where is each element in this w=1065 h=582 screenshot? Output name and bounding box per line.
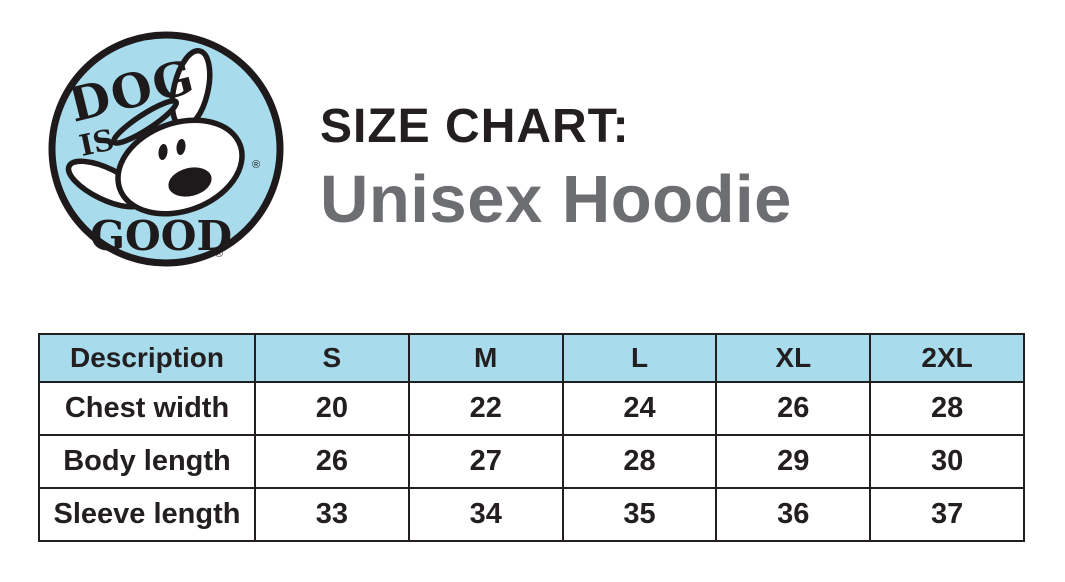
dog-head <box>115 117 245 217</box>
cell-value: 37 <box>869 487 1025 542</box>
cell-value: 22 <box>407 381 564 436</box>
cell-value: 28 <box>869 381 1025 436</box>
cell-value: 30 <box>869 434 1025 489</box>
size-table-header-row: Description S M L XL 2XL <box>38 333 1025 383</box>
page-subtitle: Unisex Hoodie <box>320 162 792 238</box>
cell-value: 35 <box>561 487 718 542</box>
cell-value: 34 <box>407 487 564 542</box>
page-title: SIZE CHART: <box>320 100 630 153</box>
cell-value: 28 <box>561 434 718 489</box>
column-header-m: M <box>407 333 564 383</box>
column-header-s: S <box>254 333 410 383</box>
cell-value: 20 <box>254 381 410 436</box>
row-label: Chest width <box>38 381 256 436</box>
dog-ear-disc <box>110 98 180 146</box>
column-header-description: Description <box>38 333 256 383</box>
row-label: Sleeve length <box>38 487 256 542</box>
table-row-sleeve-length: Sleeve length 33 34 35 36 37 <box>38 487 1025 542</box>
cell-value: 36 <box>715 487 872 542</box>
cell-value: 24 <box>561 381 718 436</box>
column-header-xl: XL <box>715 333 872 383</box>
registered-mark-face: ® <box>252 159 260 171</box>
dog-eye-left <box>158 144 168 160</box>
dog-is-good-logo-graphic: DOG IS GOOD ® ® <box>48 31 284 267</box>
registered-mark-wordmark: ® <box>215 248 223 260</box>
logo-word-is: IS <box>76 122 117 162</box>
row-label: Body length <box>38 434 256 489</box>
dog-face-illustration <box>65 48 245 217</box>
dog-nose <box>168 167 212 197</box>
column-header-2xl: 2XL <box>869 333 1025 383</box>
table-row-chest-width: Chest width 20 22 24 26 28 <box>38 381 1025 436</box>
column-header-l: L <box>561 333 718 383</box>
cell-value: 27 <box>407 434 564 489</box>
cell-value: 26 <box>254 434 410 489</box>
size-table-container: Description S M L XL 2XL Chest width 20 … <box>38 333 1025 542</box>
logo-word-good: GOOD <box>90 212 232 260</box>
table-row-body-length: Body length 26 27 28 29 30 <box>38 434 1025 489</box>
cell-value: 26 <box>715 381 872 436</box>
size-table: Description S M L XL 2XL Chest width 20 … <box>38 333 1025 542</box>
cell-value: 33 <box>254 487 410 542</box>
dog-eye-right <box>176 139 186 155</box>
cell-value: 29 <box>715 434 872 489</box>
heading-block: SIZE CHART: Unisex Hoodie <box>320 100 792 238</box>
brand-logo: DOG IS GOOD ® ® <box>40 26 292 274</box>
